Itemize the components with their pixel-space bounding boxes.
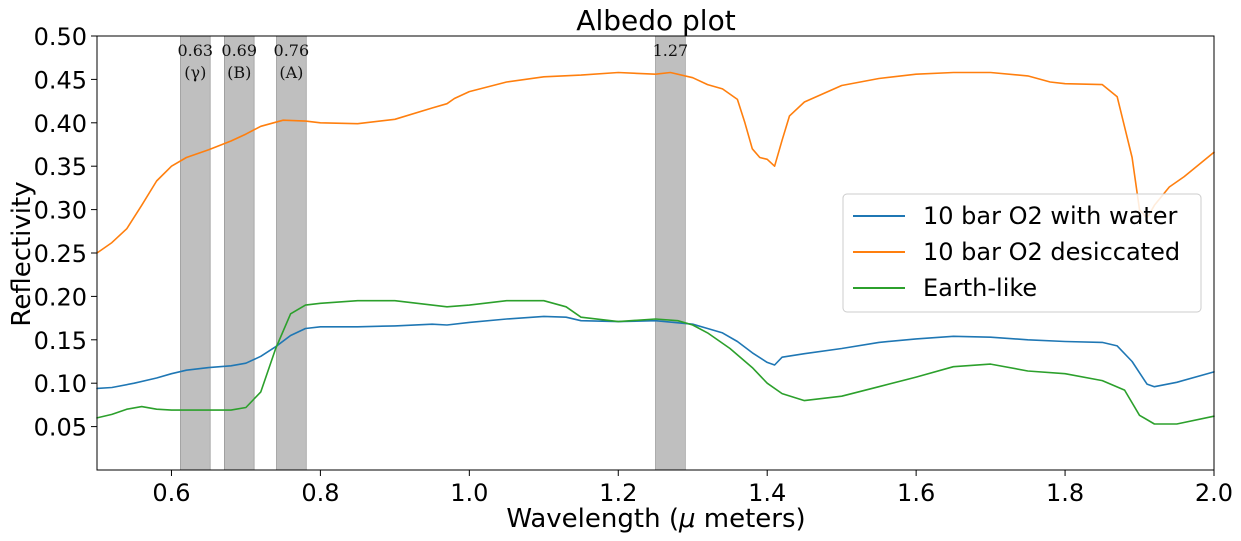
y-tick-label: 0.20 xyxy=(34,283,87,311)
legend: 10 bar O2 with water 10 bar O2 desiccated… xyxy=(842,193,1202,313)
band-wavelength-label: 0.76 xyxy=(274,41,310,60)
y-tick-label: 0.15 xyxy=(34,327,87,355)
x-tick-label: 1.2 xyxy=(599,479,637,507)
legend-label: Earth-like xyxy=(923,274,1037,302)
x-tick-label: 1.8 xyxy=(1046,479,1084,507)
y-tick-label: 0.35 xyxy=(34,153,87,181)
x-tick-label: 2.0 xyxy=(1195,479,1233,507)
absorption-band-0 xyxy=(180,35,211,471)
legend-label: 10 bar O2 with water xyxy=(923,202,1177,230)
y-tick-label: 0.25 xyxy=(34,240,87,268)
chart-title: Albedo plot xyxy=(576,4,735,37)
x-tick-label: 1.0 xyxy=(450,479,488,507)
y-axis-ticks: 0.05 0.10 0.15 0.20 0.25 0.30 0.35 0.40 0.45 0.50 xyxy=(34,23,97,442)
x-tick-label: 1.4 xyxy=(748,479,786,507)
band-wavelength-label: 1.27 xyxy=(653,41,689,60)
x-axis-ticks: 0.6 0.8 1.0 1.2 1.4 1.6 1.8 2.0 xyxy=(152,470,1233,507)
series-lines xyxy=(96,71,1215,425)
absorption-band-3 xyxy=(655,35,686,471)
x-tick-label: 0.8 xyxy=(301,479,339,507)
x-axis-label-mu: μ xyxy=(678,504,696,534)
series-line-2 xyxy=(96,299,1215,425)
y-tick-label: 0.50 xyxy=(34,23,87,51)
y-tick-label: 0.40 xyxy=(34,110,87,138)
band-labels: 0.63 (γ) 0.69 (B) 0.76 (A) 1.27 xyxy=(177,41,688,82)
band-name-label: (B) xyxy=(227,63,251,82)
x-tick-label: 0.6 xyxy=(152,479,190,507)
legend-label: 10 bar O2 desiccated xyxy=(923,238,1180,266)
x-axis-label: Wavelength (μ meters) xyxy=(506,504,805,534)
band-name-label: (A) xyxy=(279,63,303,82)
x-axis-label-prefix: Wavelength ( xyxy=(506,504,679,534)
x-axis-label-suffix: meters) xyxy=(696,504,806,534)
y-tick-label: 0.45 xyxy=(34,66,87,94)
legend-box xyxy=(842,193,1202,313)
band-wavelength-label: 0.69 xyxy=(221,41,257,60)
y-tick-label: 0.30 xyxy=(34,197,87,225)
absorption-band-1 xyxy=(224,35,255,471)
band-name-label: (γ) xyxy=(184,63,206,82)
y-tick-label: 0.10 xyxy=(34,370,87,398)
y-axis-label: Reflectivity xyxy=(7,181,37,326)
x-tick-label: 1.6 xyxy=(897,479,935,507)
band-wavelength-label: 0.63 xyxy=(177,41,213,60)
series-line-1 xyxy=(96,71,1215,254)
series-line-0 xyxy=(96,315,1215,390)
absorption-band-2 xyxy=(276,35,307,471)
y-tick-label: 0.05 xyxy=(34,414,87,442)
absorption-bands xyxy=(180,35,686,471)
